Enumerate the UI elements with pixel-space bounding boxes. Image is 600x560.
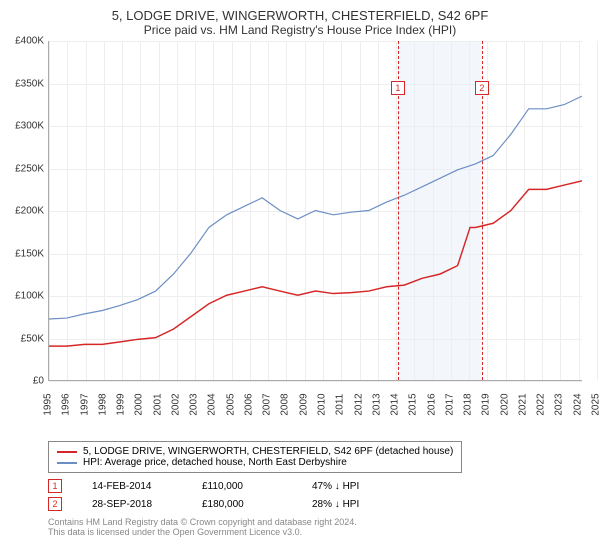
x-axis-label: 2010	[317, 393, 328, 415]
x-axis-label: 1999	[116, 393, 127, 415]
x-axis-label: 2011	[335, 394, 346, 416]
x-axis-label: 2021	[517, 393, 528, 415]
x-axis-label: 2025	[591, 393, 600, 415]
transaction-marker: 2	[475, 81, 489, 95]
x-axis-label: 2017	[444, 393, 455, 415]
y-axis-label: £400K	[15, 36, 44, 47]
y-axis-label: £0	[33, 376, 44, 387]
transaction-row: 228-SEP-2018£180,00028% ↓ HPI	[48, 497, 592, 511]
y-axis-label: £50K	[21, 333, 44, 344]
x-axis-label: 2018	[463, 393, 474, 415]
series-hpi	[49, 96, 582, 319]
x-axis-label: 1998	[97, 393, 108, 415]
y-axis-label: £300K	[15, 121, 44, 132]
x-axis-label: 2004	[207, 393, 218, 415]
chart-area: 12 £0£50K£100K£150K£200K£250K£300K£350K£…	[48, 41, 582, 411]
x-axis-label: 2006	[243, 393, 254, 415]
x-axis-label: 2015	[408, 393, 419, 415]
chart-container: 5, LODGE DRIVE, WINGERWORTH, CHESTERFIEL…	[0, 0, 600, 545]
x-axis-label: 2005	[225, 393, 236, 415]
x-axis-label: 2009	[298, 393, 309, 415]
x-axis-label: 2007	[262, 393, 273, 415]
y-axis-label: £200K	[15, 206, 44, 217]
x-axis-label: 2022	[536, 393, 547, 415]
x-axis-label: 2003	[189, 393, 200, 415]
x-axis-label: 1996	[61, 393, 72, 415]
x-axis-label: 2020	[499, 393, 510, 415]
x-axis-label: 2024	[572, 393, 583, 415]
y-axis-label: £150K	[15, 248, 44, 259]
x-axis-label: 2016	[426, 393, 437, 415]
footer-attribution: Contains HM Land Registry data © Crown c…	[48, 517, 592, 537]
y-axis-label: £100K	[15, 291, 44, 302]
x-axis-label: 2001	[152, 393, 163, 415]
transactions-table: 114-FEB-2014£110,00047% ↓ HPI 228-SEP-201…	[48, 479, 592, 511]
plot-region: 12	[48, 41, 582, 381]
legend-item: HPI: Average price, detached house, Nort…	[57, 457, 453, 468]
x-axis-label: 2019	[481, 393, 492, 415]
x-axis-label: 2008	[280, 393, 291, 415]
x-axis-label: 2012	[353, 393, 364, 415]
series-property	[49, 181, 582, 346]
y-axis-label: £350K	[15, 78, 44, 89]
legend: 5, LODGE DRIVE, WINGERWORTH, CHESTERFIEL…	[48, 441, 462, 473]
y-axis-label: £250K	[15, 163, 44, 174]
transaction-marker: 1	[391, 81, 405, 95]
x-axis-label: 2014	[390, 393, 401, 415]
x-axis-label: 2023	[554, 393, 565, 415]
x-axis-label: 2002	[170, 393, 181, 415]
chart-title: 5, LODGE DRIVE, WINGERWORTH, CHESTERFIEL…	[8, 8, 592, 23]
line-series	[49, 41, 582, 380]
chart-subtitle: Price paid vs. HM Land Registry's House …	[8, 23, 592, 37]
legend-item: 5, LODGE DRIVE, WINGERWORTH, CHESTERFIEL…	[57, 446, 453, 457]
x-axis-label: 1997	[79, 393, 90, 415]
x-axis-label: 2000	[134, 393, 145, 415]
x-axis-label: 2013	[371, 393, 382, 415]
transaction-row: 114-FEB-2014£110,00047% ↓ HPI	[48, 479, 592, 493]
x-axis-label: 1995	[43, 393, 54, 415]
